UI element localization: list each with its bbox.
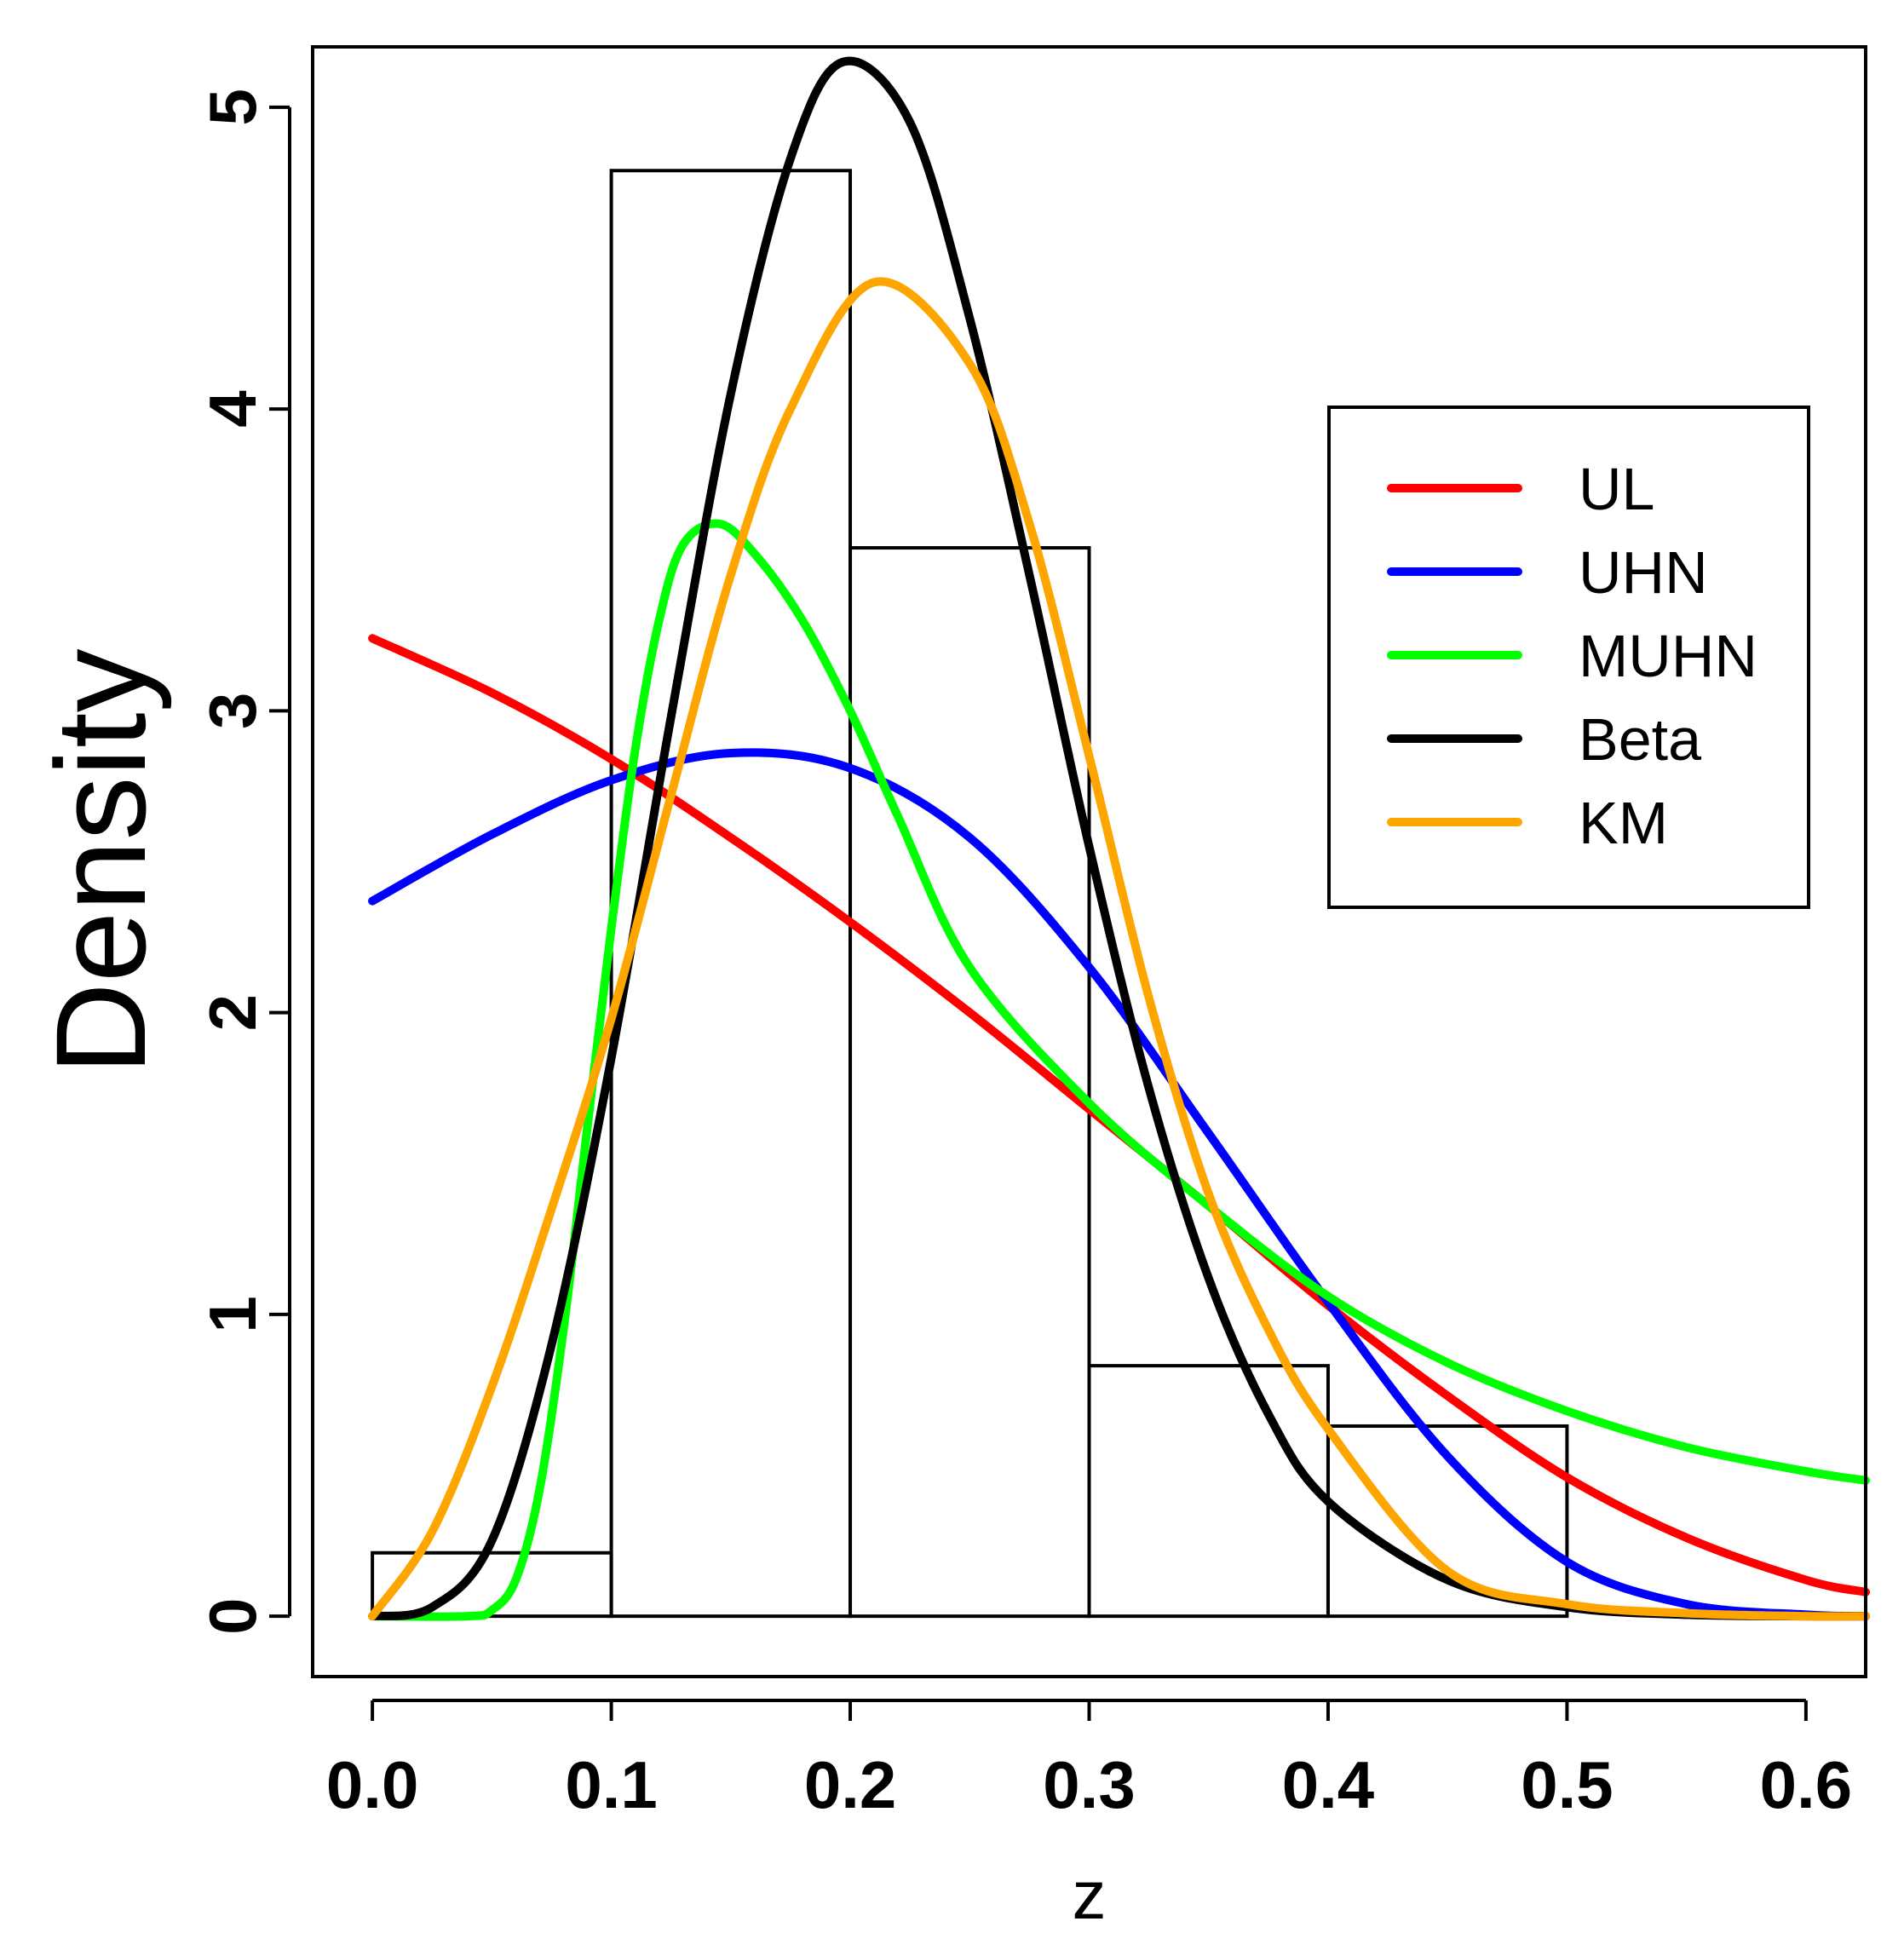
x-axis: 0.0 0.1 0.2 0.3 0.4 0.5 0.6 — [326, 1699, 1852, 1822]
x-tick-label: 0.6 — [1760, 1747, 1852, 1822]
y-tick-label: 3 — [195, 693, 270, 729]
y-tick-label: 0 — [195, 1597, 270, 1634]
x-tick-label: 0.2 — [804, 1747, 896, 1822]
x-tick-label: 0.0 — [326, 1747, 418, 1822]
series-line-muhn — [368, 519, 1870, 1621]
x-tick-label: 0.4 — [1282, 1747, 1374, 1822]
x-tick-label: 0.5 — [1521, 1747, 1613, 1822]
series-line-beta — [368, 56, 1870, 1621]
y-axis-title: Density — [29, 648, 172, 1074]
histogram-bar — [848, 546, 1091, 1619]
y-axis: 0 1 2 3 4 5 — [195, 89, 291, 1635]
y-tick-label: 1 — [195, 1296, 270, 1332]
density-curves — [368, 56, 1870, 1621]
histogram-bar — [1087, 1364, 1330, 1619]
y-tick-label: 4 — [195, 390, 270, 427]
x-tick-label: 0.3 — [1043, 1747, 1135, 1822]
legend-label-km: KM — [1579, 790, 1668, 856]
series-line-km — [368, 277, 1870, 1621]
x-axis-title: z — [1073, 1857, 1107, 1933]
histogram — [371, 169, 1569, 1619]
legend-label-beta: Beta — [1579, 706, 1701, 773]
plot-frame — [311, 45, 1867, 1678]
y-tick-label: 2 — [195, 994, 270, 1031]
legend-label-muhn: MUHN — [1579, 623, 1757, 689]
x-tick-label: 0.1 — [565, 1747, 657, 1822]
histogram-bar — [1326, 1424, 1569, 1619]
legend-label-uhn: UHN — [1579, 539, 1708, 606]
legend-label-ul: UL — [1579, 456, 1654, 522]
y-tick-label: 5 — [195, 89, 270, 125]
legend: UL UHN MUHN Beta KM — [1327, 406, 1810, 909]
